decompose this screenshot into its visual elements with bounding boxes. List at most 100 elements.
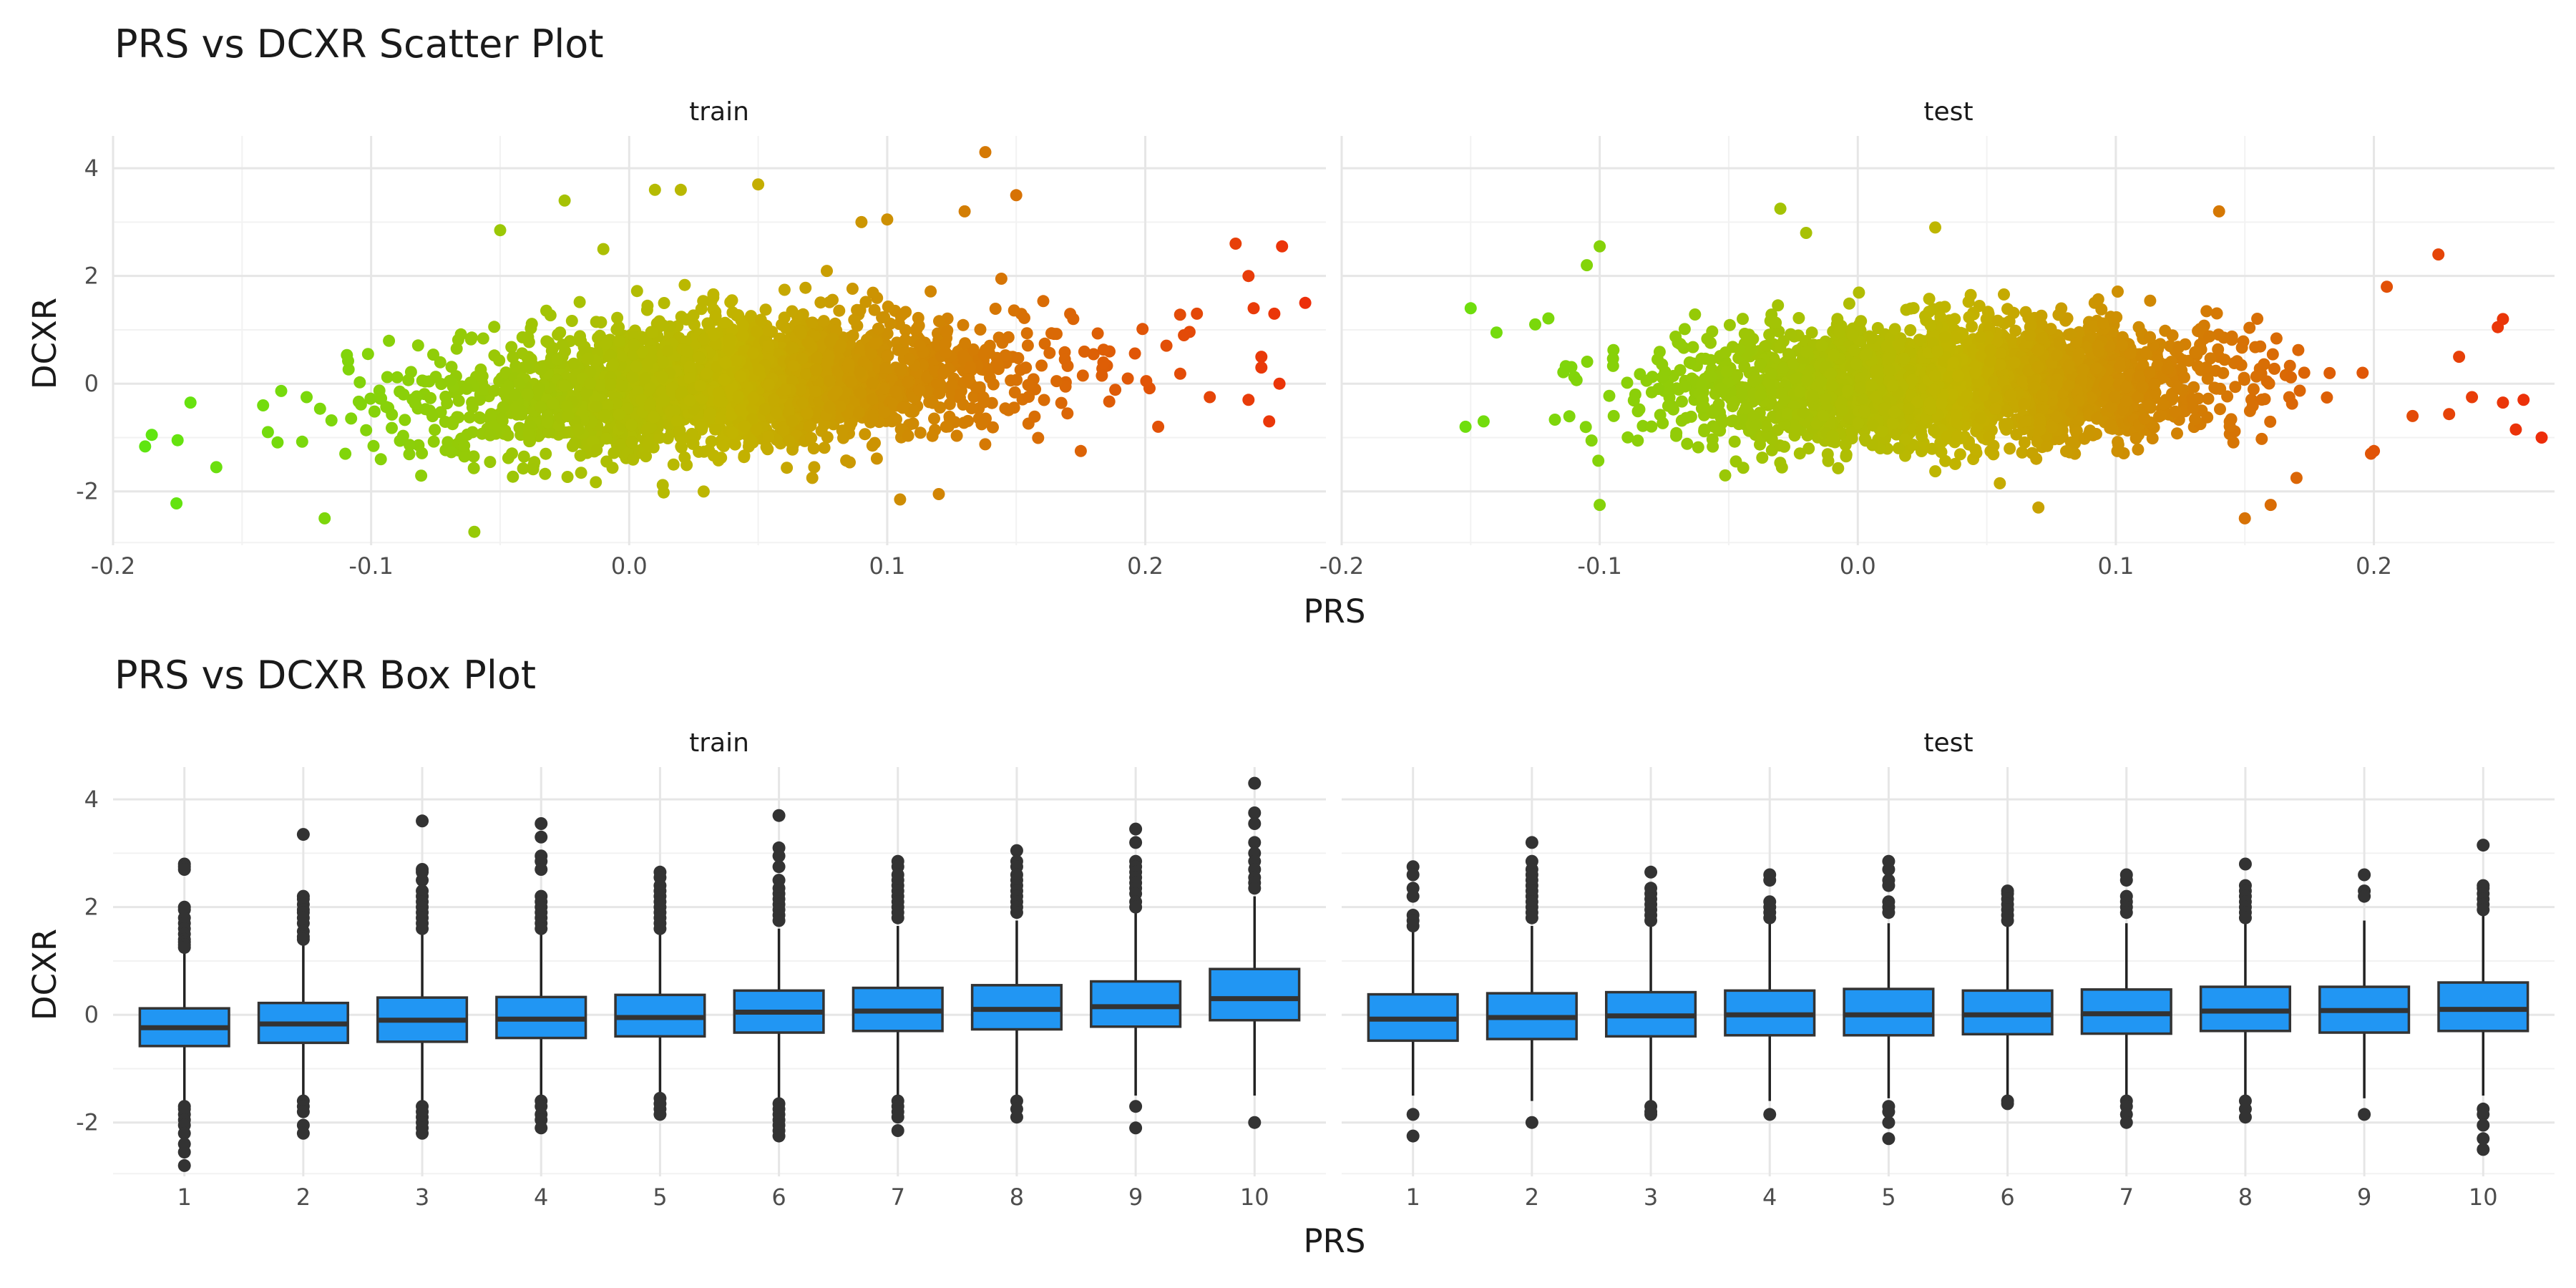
scatter-point	[778, 283, 791, 296]
scatter-point	[810, 364, 823, 376]
scatter-point	[703, 406, 716, 419]
scatter-point	[444, 374, 457, 387]
scatter-point	[709, 423, 721, 436]
scatter-point	[1652, 353, 1664, 366]
scatter-point	[1152, 420, 1165, 433]
scatter-point	[2057, 397, 2069, 410]
scatter-point	[516, 347, 529, 360]
scatter-point	[974, 323, 987, 336]
scatter-point	[210, 461, 223, 474]
x-tick-label: 0.2	[1127, 552, 1163, 580]
scatter-point	[1178, 329, 1191, 341]
scatter-point	[989, 303, 1002, 315]
scatter-point	[2110, 311, 2123, 323]
scatter-point	[1592, 454, 1605, 467]
scatter-point	[640, 303, 653, 316]
scatter-point	[394, 434, 406, 447]
scatter-point	[878, 406, 891, 419]
scatter-point	[1557, 366, 1570, 379]
scatter-point	[2035, 309, 2048, 322]
scatter-point	[466, 401, 479, 414]
scatter-point	[751, 326, 763, 338]
scatter-point	[353, 376, 366, 389]
scatter-point	[374, 453, 387, 466]
scatter-point	[1255, 361, 1268, 374]
scatter-point	[950, 429, 963, 442]
scatter-point	[561, 400, 573, 413]
scatter-point	[897, 401, 909, 414]
scatter-point	[139, 440, 152, 453]
scatter-point	[498, 386, 510, 399]
scatter-point	[607, 358, 620, 371]
scatter-point	[494, 224, 507, 237]
scatter-point	[902, 376, 914, 389]
scatter-point	[821, 431, 834, 444]
scatter-point	[1963, 311, 1976, 323]
scatter-point	[2189, 346, 2202, 358]
scatter-panel-test: -0.2 -0.1 0.0 0.1 0.2	[1319, 136, 2555, 580]
scatter-point	[931, 376, 943, 389]
scatter-point	[713, 412, 726, 425]
scatter-point	[928, 412, 940, 425]
scatter-point	[814, 296, 827, 309]
scatter-point	[701, 317, 714, 330]
scatter-point	[1689, 308, 1702, 321]
scatter-point	[467, 462, 480, 474]
scatter-point	[821, 356, 834, 368]
scatter-point	[1581, 356, 1594, 368]
scatter-point	[368, 405, 381, 418]
scatter-point	[1064, 308, 1077, 321]
scatter-point	[701, 367, 713, 380]
scatter-point	[667, 458, 680, 471]
scatter-point	[547, 397, 560, 410]
scatter-point	[2246, 399, 2259, 412]
scatter-point	[386, 421, 398, 434]
scatter-point	[854, 386, 867, 399]
scatter-point	[1174, 308, 1186, 321]
scatter-point	[2200, 305, 2213, 318]
scatter-point	[826, 293, 839, 306]
scatter-point	[517, 450, 530, 463]
scatter-point	[628, 338, 640, 351]
scatter-point	[1840, 448, 1853, 461]
scatter-point	[2001, 418, 2014, 431]
scatter-point	[687, 309, 700, 322]
scatter-point	[745, 310, 757, 323]
scatter-point	[507, 351, 519, 364]
y-tick-label: 4	[84, 155, 99, 182]
scatter-point	[625, 419, 638, 431]
scatter-point	[957, 398, 970, 411]
scatter-point	[2044, 323, 2057, 336]
scatter-strip-test: test	[1923, 97, 1973, 127]
scatter-point	[921, 371, 934, 384]
scatter-point	[339, 447, 352, 460]
scatter-point	[865, 347, 878, 360]
scatter-point	[902, 429, 914, 442]
scatter-point	[640, 358, 653, 371]
scatter-point	[1729, 455, 1742, 468]
scatter-point	[573, 296, 586, 308]
scatter-point	[877, 382, 890, 395]
scatter-point	[678, 451, 691, 464]
scatter-point	[584, 377, 597, 389]
scatter-point	[1832, 462, 1845, 474]
scatter-point	[708, 449, 720, 462]
scatter-point	[1191, 307, 1204, 320]
scatter-point	[2186, 393, 2199, 406]
scatter-point	[730, 354, 743, 367]
scatter-point	[811, 406, 824, 419]
scatter-point	[1692, 441, 1704, 454]
scatter-point	[145, 429, 158, 441]
scatter-point	[535, 401, 547, 414]
scatter-point	[787, 359, 799, 372]
scatter-point	[806, 472, 819, 484]
scatter-point	[2169, 405, 2182, 418]
scatter-point	[2041, 439, 2054, 452]
scatter-point	[375, 392, 388, 405]
scatter-point	[411, 339, 424, 352]
scatter-point	[590, 476, 602, 489]
scatter-point	[447, 418, 459, 431]
scatter-point	[1994, 477, 2006, 489]
scatter-point	[1276, 240, 1289, 253]
